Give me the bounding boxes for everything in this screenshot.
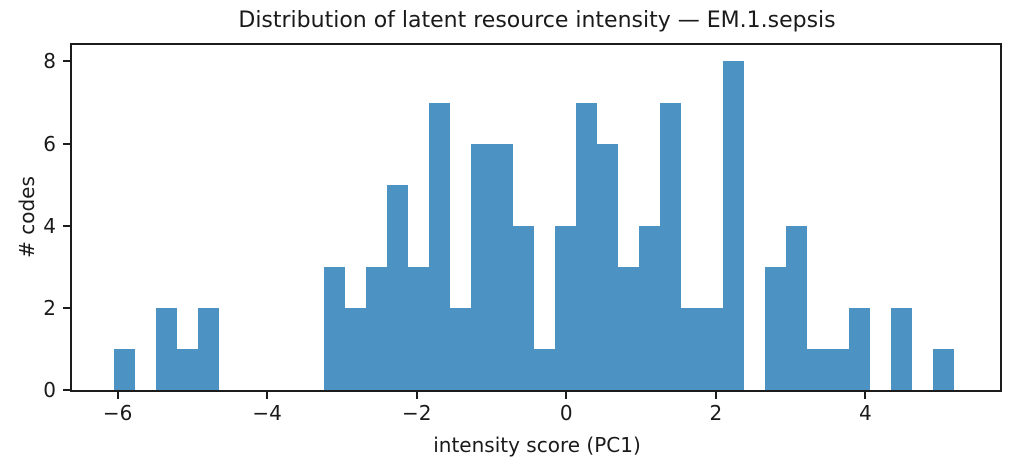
x-axis-tick	[415, 392, 418, 399]
y-axis-tick-label: 2	[43, 295, 56, 320]
y-axis-tick-label: 4	[43, 213, 56, 238]
histogram-bar	[324, 266, 346, 390]
plot-area	[70, 43, 1002, 392]
y-axis-tick	[63, 142, 70, 145]
bars-container	[72, 45, 1000, 390]
histogram-bar	[198, 307, 220, 390]
histogram-bar	[786, 225, 808, 390]
y-axis-tick	[63, 389, 70, 391]
histogram-bar	[534, 348, 556, 390]
y-axis-tick	[63, 306, 70, 309]
histogram-bar	[408, 266, 430, 390]
histogram-bar	[807, 348, 829, 390]
histogram-bar	[660, 102, 682, 390]
x-axis-tick-label: −4	[252, 401, 282, 425]
histogram-bar	[471, 143, 493, 390]
histogram-bar	[597, 143, 619, 390]
histogram-bar	[891, 307, 913, 390]
x-axis-tick	[864, 392, 867, 399]
x-axis-tick	[266, 392, 269, 399]
x-axis-tick-label: −2	[401, 401, 432, 425]
histogram-bar	[387, 184, 409, 390]
x-axis-tick	[116, 392, 119, 399]
histogram-bar	[765, 266, 787, 390]
x-axis-tick-label: 4	[859, 401, 872, 425]
y-axis-tick	[63, 224, 70, 227]
x-axis-tick-label: 0	[559, 401, 573, 425]
x-axis-tick-label: −6	[102, 401, 133, 425]
histogram-bar	[849, 307, 871, 390]
y-axis-tick-label: 8	[43, 49, 56, 74]
histogram-bar	[177, 348, 199, 390]
histogram-bar	[618, 266, 640, 390]
histogram-bar	[513, 225, 535, 390]
histogram-bar	[450, 307, 472, 390]
y-axis-tick	[63, 60, 70, 63]
y-axis-tick-label: 6	[43, 131, 56, 156]
x-axis-label: intensity score (PC1)	[433, 433, 641, 457]
x-axis-tick-label: 2	[709, 401, 723, 425]
x-axis-tick	[565, 392, 568, 399]
histogram-bar	[345, 307, 367, 390]
histogram-bar	[681, 307, 703, 390]
histogram-bar	[429, 102, 451, 390]
histogram-bar	[555, 225, 577, 390]
histogram-bar	[576, 102, 598, 390]
x-axis-tick	[714, 392, 717, 399]
histogram-bar	[702, 307, 724, 390]
histogram-bar	[639, 225, 661, 390]
histogram-bar	[114, 348, 136, 390]
chart-title: Distribution of latent resource intensit…	[238, 8, 836, 33]
histogram-bar	[723, 61, 745, 390]
histogram-bar	[828, 348, 850, 390]
y-axis-tick-label: 0	[43, 378, 56, 402]
histogram-bar	[156, 307, 178, 390]
histogram-bar	[933, 348, 955, 390]
histogram-bar	[492, 143, 514, 390]
histogram-bar	[366, 266, 388, 390]
